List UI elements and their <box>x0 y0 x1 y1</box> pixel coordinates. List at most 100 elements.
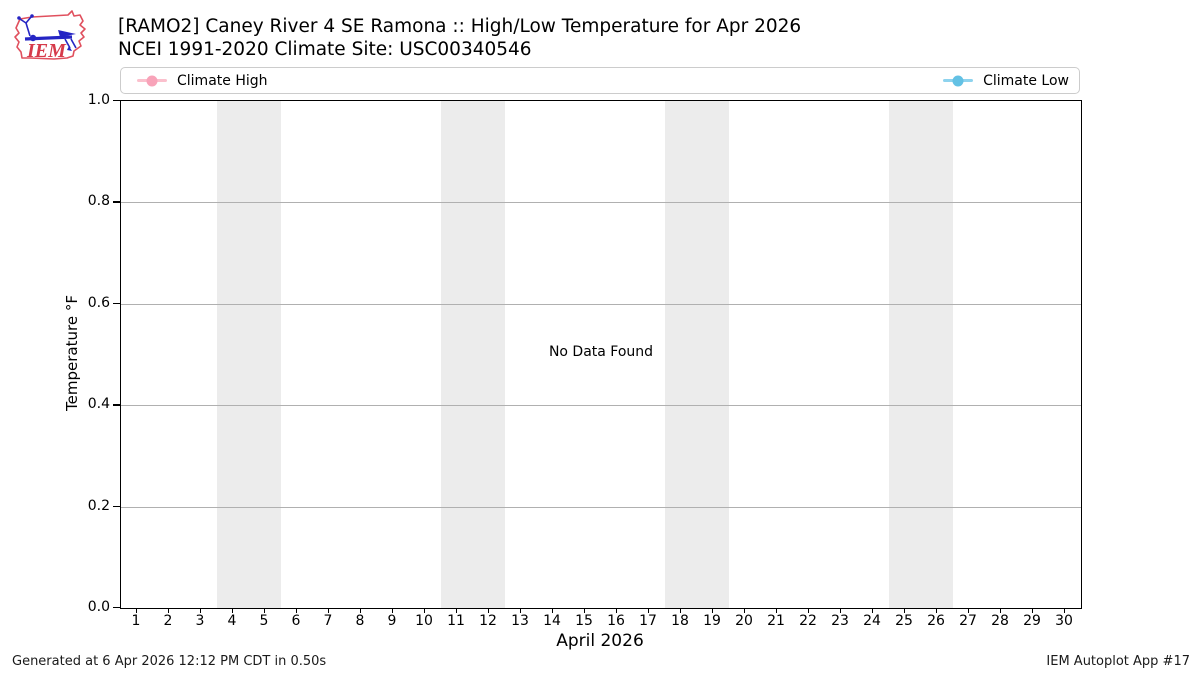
y-tick-mark <box>113 404 120 406</box>
x-tick-label: 11 <box>447 613 465 629</box>
x-tick-label: 19 <box>703 613 721 629</box>
climate-low-marker-icon <box>943 75 974 86</box>
x-tick-mark <box>936 608 938 613</box>
y-tick-label: 1.0 <box>87 92 110 108</box>
y-tick-mark <box>113 302 120 305</box>
x-tick-mark <box>456 608 458 613</box>
weekend-band <box>217 101 281 608</box>
x-tick-mark <box>808 608 810 613</box>
iowa-outline <box>14 10 86 60</box>
weekend-band <box>441 101 505 608</box>
x-tick-mark <box>584 608 586 613</box>
x-tick-mark <box>904 608 906 613</box>
x-tick-mark <box>712 608 714 613</box>
app-credit: IEM Autoplot App #17 <box>1046 654 1190 669</box>
x-tick-mark <box>136 608 138 613</box>
legend: Climate High Climate Low <box>120 67 1080 94</box>
y-gridline <box>121 202 1081 204</box>
x-tick-label: 7 <box>323 613 333 629</box>
x-tick-mark <box>392 608 394 613</box>
x-tick-label: 23 <box>831 613 849 629</box>
x-tick-label: 18 <box>671 613 689 629</box>
plot-area: No Data Found <box>120 100 1082 609</box>
x-axis-title: April 2026 <box>556 631 644 651</box>
climate-low-dot-icon <box>952 75 964 86</box>
x-tick-mark <box>200 608 202 613</box>
x-tick-mark <box>232 608 234 613</box>
x-tick-label: 22 <box>799 613 817 629</box>
x-tick-mark <box>776 608 778 613</box>
y-axis-title: Temperature °F <box>63 295 81 411</box>
x-tick-mark <box>648 608 650 613</box>
x-tick-label: 26 <box>927 613 945 629</box>
x-tick-mark <box>168 608 170 613</box>
y-tick-mark <box>113 100 120 102</box>
x-tick-label: 21 <box>767 613 785 629</box>
x-tick-label: 24 <box>863 613 881 629</box>
y-tick-label: 0.8 <box>87 193 110 210</box>
x-tick-mark <box>360 608 362 613</box>
x-tick-label: 2 <box>163 613 173 629</box>
y-gridline <box>121 405 1081 407</box>
x-tick-label: 29 <box>1023 613 1041 629</box>
no-data-message: No Data Found <box>548 344 654 360</box>
x-tick-mark <box>552 608 554 613</box>
x-tick-mark <box>488 608 490 613</box>
y-gridline <box>121 303 1081 305</box>
x-tick-mark <box>1032 608 1034 613</box>
x-tick-label: 8 <box>355 613 365 629</box>
x-tick-label: 1 <box>131 613 141 629</box>
y-tick-label: 0.0 <box>87 599 110 615</box>
iem-logo: IEM <box>14 10 86 62</box>
x-tick-mark <box>520 608 522 613</box>
x-tick-mark <box>840 608 842 613</box>
x-tick-label: 27 <box>959 613 977 629</box>
y-tick-mark <box>113 607 120 609</box>
y-tick-label: 0.6 <box>87 294 110 311</box>
weekend-band <box>665 101 729 608</box>
x-tick-label: 10 <box>415 613 433 629</box>
x-tick-label: 14 <box>543 613 561 629</box>
climate-high-marker-icon <box>137 75 167 86</box>
x-tick-mark <box>1000 608 1002 613</box>
x-tick-mark <box>328 608 330 613</box>
y-gridline <box>121 506 1081 508</box>
x-tick-label: 17 <box>639 613 657 629</box>
legend-label-climate-low: Climate Low <box>983 72 1069 89</box>
legend-item-climate-low: Climate Low <box>943 73 1069 89</box>
legend-label-climate-high: Climate High <box>177 72 268 89</box>
y-tick-label: 0.4 <box>87 396 110 413</box>
iem-logo-text: IEM <box>26 40 67 62</box>
x-tick-mark <box>1064 608 1066 613</box>
y-tick-label: 0.2 <box>87 497 110 514</box>
x-tick-label: 9 <box>387 613 397 629</box>
chart-title: [RAMO2] Caney River 4 SE Ramona :: High/… <box>118 16 802 37</box>
x-tick-mark <box>264 608 266 613</box>
chart-subtitle: NCEI 1991-2020 Climate Site: USC00340546 <box>118 39 532 60</box>
x-tick-label: 20 <box>735 613 753 629</box>
x-tick-label: 16 <box>607 613 625 629</box>
climate-high-dot-icon <box>146 75 158 86</box>
x-tick-mark <box>424 608 426 613</box>
generated-timestamp: Generated at 6 Apr 2026 12:12 PM CDT in … <box>12 654 327 669</box>
x-tick-label: 4 <box>227 613 237 629</box>
x-tick-label: 30 <box>1055 613 1073 629</box>
weekend-band <box>889 101 953 608</box>
x-tick-label: 5 <box>259 613 269 629</box>
x-tick-mark <box>616 608 618 613</box>
y-tick-mark <box>113 505 120 507</box>
weather-vane-icon <box>17 14 77 51</box>
x-tick-label: 13 <box>511 613 529 629</box>
x-tick-mark <box>680 608 682 613</box>
x-tick-mark <box>968 608 970 613</box>
x-tick-label: 28 <box>991 613 1009 629</box>
x-tick-mark <box>744 608 746 613</box>
x-tick-mark <box>872 608 874 613</box>
x-tick-label: 15 <box>575 613 593 629</box>
x-tick-label: 25 <box>895 613 913 629</box>
x-tick-label: 6 <box>291 613 301 629</box>
x-tick-label: 3 <box>195 613 205 629</box>
x-tick-mark <box>296 608 298 613</box>
x-tick-label: 12 <box>479 613 497 629</box>
